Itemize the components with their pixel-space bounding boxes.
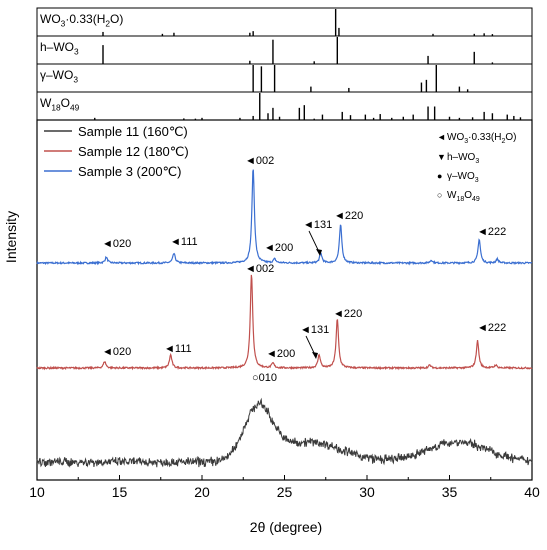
x-tick-label: 40 (524, 484, 540, 500)
peak-annotation-sample-3: ◄220 (334, 210, 363, 222)
reference-panel-label-part: γ–WO (40, 68, 73, 82)
marker-legend-label-part: ·0.33(H (468, 132, 501, 143)
reference-panel-label-part: WO (40, 12, 61, 26)
peak-annotation-sample-12: ◄222 (477, 322, 506, 334)
reference-panel-label-part: 3 (74, 47, 79, 57)
peak-annotation-sample-3: ◄131 (303, 219, 332, 231)
marker-legend-symbol: ◄ (437, 132, 446, 142)
x-tick-label: 35 (442, 484, 458, 500)
reference-panel-label-part: h–WO (40, 40, 74, 54)
marker-legend-symbol: ● (437, 171, 442, 181)
peak-annotation-sample-12: ◄002 (245, 263, 274, 275)
marker-legend-label-part: h–WO (447, 152, 476, 163)
main-plot: 10 15 20 25 30 35 40◄020 ◄111◄002◄200◄131◄220◄2… (29, 119, 540, 500)
x-tick-label: 10 (29, 484, 45, 500)
peak-annotation-sample-3: ◄111 (170, 236, 198, 248)
marker-legend-label-part: 18 (456, 196, 464, 203)
reference-panel-label-part: O) (110, 12, 123, 26)
marker-legend-label-part: 3 (475, 158, 479, 165)
marker-legend-label-part: γ–WO (447, 171, 475, 182)
marker-legend-label-part: W (447, 190, 457, 201)
series-line-sample-11 (36, 397, 533, 468)
marker-legend-label-part: 49 (472, 196, 480, 203)
annotation-arrowhead (316, 249, 322, 256)
reference-panel-label-part: 3 (73, 75, 78, 85)
marker-legend-label-part: 3 (475, 177, 479, 184)
legend-entry: Sample 12 (180℃) (78, 144, 189, 159)
peak-annotation-sample-12: ◄200 (266, 348, 295, 360)
peak-annotation-sample-3: ◄200 (264, 242, 293, 254)
legend-entry: Sample 11 (160℃) (78, 124, 188, 139)
reference-panel-label-part: 49 (70, 103, 80, 113)
x-tick-label: 25 (277, 484, 293, 500)
peak-annotation-sample-3: ◄020 (102, 238, 131, 250)
marker-legend-symbol: ▼ (437, 152, 446, 162)
reference-panel-label-part: 18 (51, 103, 61, 113)
x-axis-label: 2θ (degree) (250, 519, 322, 535)
series-line-sample-12 (36, 274, 533, 371)
marker-legend-label: W18O49 (447, 190, 480, 203)
reference-panel-label: W18O49 (40, 96, 80, 113)
marker-legend-label-part: O (464, 190, 472, 201)
marker-legend-label: γ–WO3 (447, 171, 479, 184)
reference-panel-label-part: O (61, 96, 70, 110)
reference-panel-frame (36, 35, 533, 65)
x-tick-label: 15 (112, 484, 128, 500)
peak-annotation-sample-3: ◄002 (245, 155, 274, 167)
marker-legend-label-part: 3 (464, 138, 468, 145)
reference-panel-frame (36, 63, 533, 93)
series-line-sample-3 (36, 169, 533, 266)
peak-annotation-sample-12: ◄111 (164, 343, 192, 355)
peak-annotation-sample-12: ◄131 (300, 324, 329, 336)
marker-legend-label-part: 2 (501, 138, 505, 145)
peak-annotation-sample-12: ◄020 (102, 346, 131, 358)
reference-panel-label: γ–WO3 (40, 68, 78, 85)
x-tick-label: 30 (359, 484, 375, 500)
peak-annotation-sample-11: ○010 (252, 372, 277, 384)
reference-panel-label-part: 2 (105, 19, 110, 29)
reference-panel-frame (36, 91, 533, 121)
marker-legend-label-part: O) (505, 132, 516, 143)
reference-panel-label-part: W (40, 96, 52, 110)
peak-annotation-sample-3: ◄222 (477, 226, 506, 238)
marker-legend-label-part: WO (447, 132, 464, 143)
reference-panel-label-part: 3 (61, 19, 66, 29)
x-tick-label: 20 (194, 484, 210, 500)
reference-panel-label-part: ·0.33(H (65, 12, 105, 26)
marker-legend-label: WO3·0.33(H2O) (447, 132, 517, 145)
reference-panel-label: h–WO3 (40, 40, 79, 57)
legend-entry: Sample 3 (200℃) (78, 164, 181, 179)
y-axis-label: Intensity (3, 211, 19, 263)
reference-panel-label: WO3·0.33(H2O) (40, 12, 123, 29)
marker-legend-symbol: ○ (437, 190, 442, 200)
peak-annotation-sample-12: ◄220 (333, 308, 362, 320)
annotation-arrowhead (312, 352, 318, 359)
marker-legend-label: h–WO3 (447, 152, 479, 165)
